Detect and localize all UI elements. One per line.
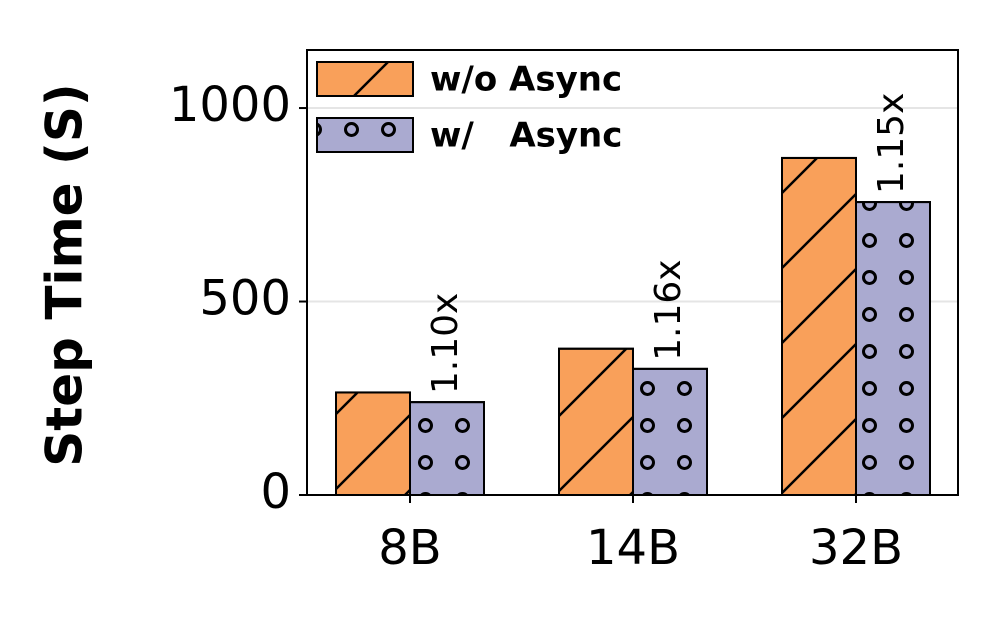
bar-hatch: [781, 156, 857, 496]
speedup-label: 1.10x: [425, 293, 466, 394]
bar: [632, 367, 708, 496]
y-tick-label: 1000: [169, 77, 291, 133]
legend-label: w/ Async: [430, 116, 622, 156]
legend-swatch-hatch: [316, 61, 414, 97]
speedup-label: 1.15x: [871, 93, 912, 194]
bar-hatch: [409, 401, 485, 496]
legend-label: w/o Async: [430, 60, 622, 100]
y-axis-label: Step Time (S): [36, 83, 94, 466]
bar-hatch: [558, 347, 634, 496]
bar-hatch: [855, 201, 931, 496]
bar: [409, 401, 485, 496]
bar: [335, 391, 411, 496]
bar: [781, 156, 857, 496]
y-tick-label: 500: [199, 271, 291, 327]
bar: [558, 347, 634, 496]
plot-frame: [306, 49, 959, 496]
x-tick-label: 8B: [378, 520, 441, 576]
bar: [855, 201, 931, 496]
speedup-label: 1.16x: [648, 259, 689, 360]
y-tick-label: 0: [260, 464, 291, 520]
x-tick-label: 14B: [586, 520, 680, 576]
x-tick-label: 32B: [809, 520, 903, 576]
legend-swatch-hatch: [316, 117, 414, 153]
bar-hatch: [335, 391, 411, 496]
bar-hatch: [632, 367, 708, 496]
